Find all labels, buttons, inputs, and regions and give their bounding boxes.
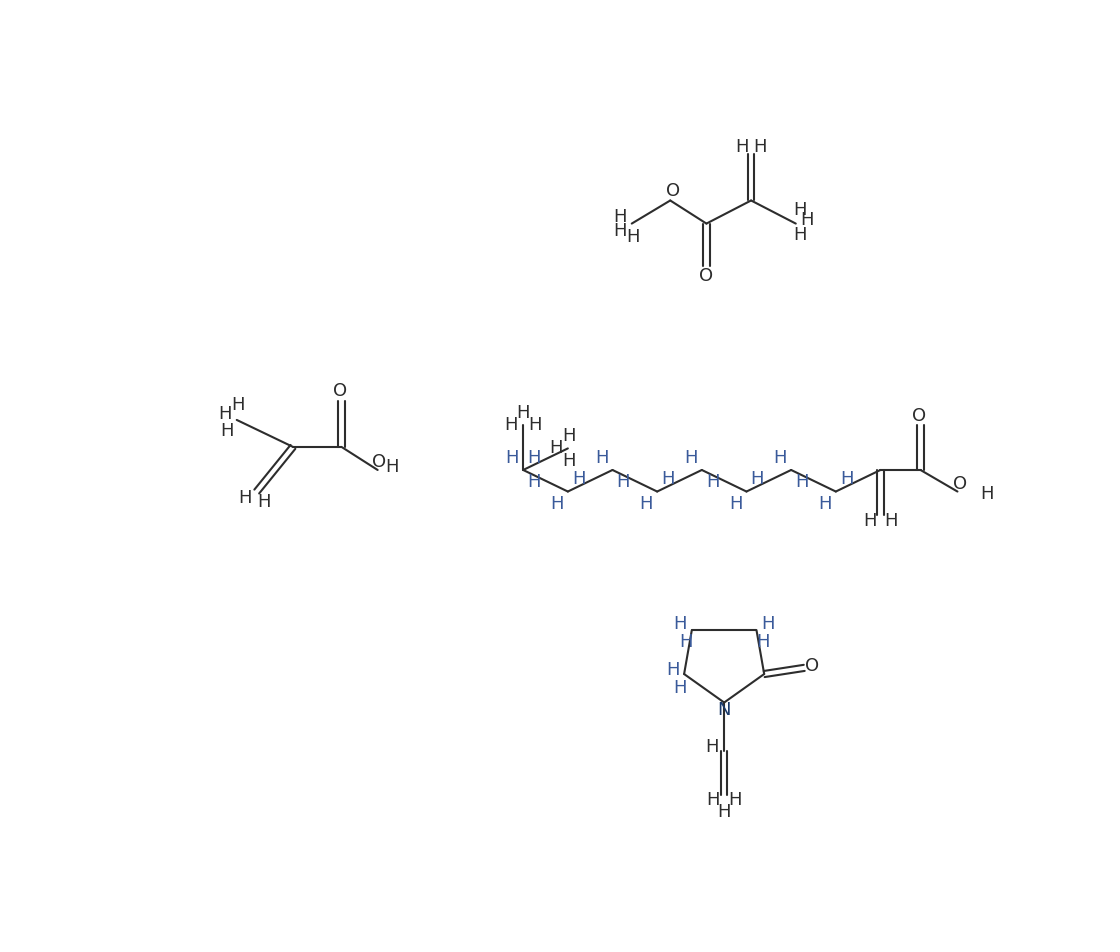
Text: O: O	[699, 267, 713, 285]
Text: H: H	[706, 738, 719, 756]
Text: H: H	[735, 138, 748, 155]
Text: H: H	[549, 440, 562, 457]
Text: H: H	[756, 633, 769, 650]
Text: H: H	[754, 138, 767, 155]
Text: H: H	[793, 227, 806, 244]
Text: O: O	[953, 475, 968, 493]
Text: H: H	[774, 448, 787, 466]
Text: H: H	[221, 422, 234, 440]
Text: H: H	[980, 485, 993, 503]
Text: H: H	[679, 633, 692, 650]
Text: H: H	[239, 488, 252, 506]
Text: H: H	[258, 493, 271, 511]
Text: H: H	[718, 803, 731, 821]
Text: H: H	[516, 404, 530, 422]
Text: H: H	[661, 470, 674, 488]
Text: O: O	[912, 407, 926, 426]
Text: H: H	[572, 470, 586, 488]
Text: O: O	[666, 182, 680, 200]
Text: H: H	[505, 448, 520, 466]
Text: H: H	[862, 512, 877, 530]
Text: H: H	[728, 790, 741, 808]
Text: H: H	[706, 473, 719, 491]
Text: H: H	[504, 416, 517, 434]
Text: H: H	[562, 452, 576, 469]
Text: H: H	[684, 448, 698, 466]
Text: H: H	[793, 201, 806, 219]
Text: H: H	[232, 395, 245, 413]
Text: H: H	[795, 473, 809, 491]
Text: N: N	[718, 702, 731, 719]
Text: H: H	[528, 448, 541, 466]
Text: H: H	[729, 495, 743, 513]
Text: O: O	[333, 382, 347, 400]
Text: H: H	[614, 222, 627, 240]
Text: H: H	[885, 512, 898, 530]
Text: H: H	[707, 790, 720, 808]
Text: H: H	[529, 416, 542, 434]
Text: H: H	[673, 679, 687, 697]
Text: H: H	[614, 208, 627, 227]
Text: H: H	[665, 662, 680, 679]
Text: O: O	[805, 657, 819, 675]
Text: H: H	[840, 470, 853, 488]
Text: H: H	[385, 458, 399, 476]
Text: H: H	[819, 495, 832, 513]
Text: H: H	[762, 615, 775, 633]
Text: H: H	[218, 405, 232, 423]
Text: H: H	[801, 210, 814, 228]
Text: H: H	[626, 228, 640, 247]
Text: H: H	[750, 470, 764, 488]
Text: H: H	[640, 495, 653, 513]
Text: O: O	[372, 453, 386, 471]
Text: H: H	[673, 615, 687, 633]
Text: H: H	[528, 473, 541, 491]
Text: H: H	[550, 495, 563, 513]
Text: H: H	[595, 448, 608, 466]
Text: H: H	[616, 473, 631, 491]
Text: H: H	[562, 427, 576, 446]
